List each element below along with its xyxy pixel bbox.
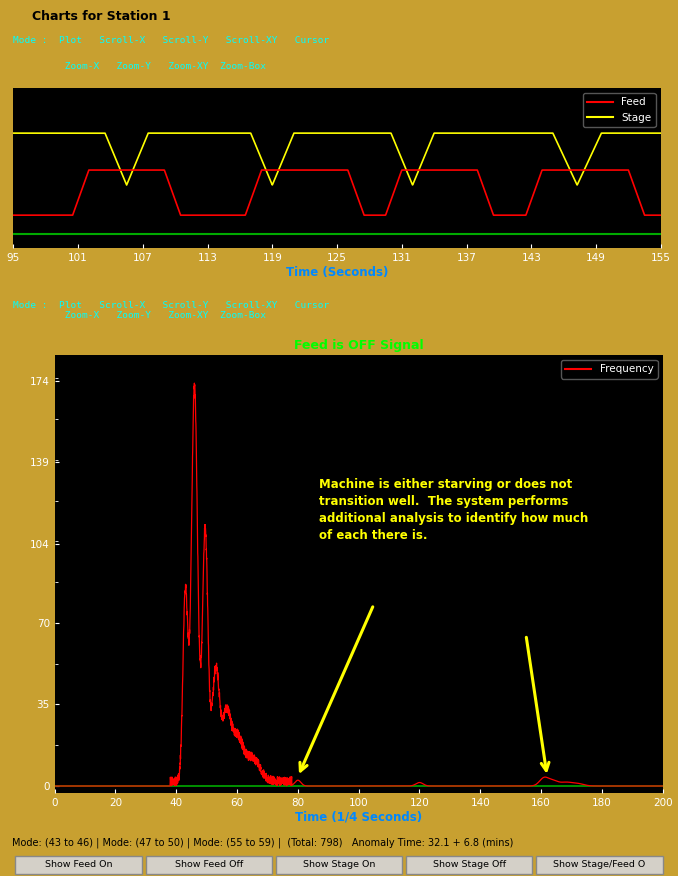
Text: Mode: (43 to 46) | Mode: (47 to 50) | Mode: (55 to 59) |  (Total: 798)   Anomaly: Mode: (43 to 46) | Mode: (47 to 50) | Mo…	[12, 837, 513, 848]
FancyBboxPatch shape	[536, 856, 662, 874]
FancyBboxPatch shape	[146, 856, 273, 874]
Text: Zoom-X   Zoom-Y   Zoom-XY  Zoom-Box: Zoom-X Zoom-Y Zoom-XY Zoom-Box	[14, 311, 266, 320]
Text: Show Feed On: Show Feed On	[45, 860, 113, 869]
X-axis label: Time (1/4 Seconds): Time (1/4 Seconds)	[295, 810, 422, 823]
FancyBboxPatch shape	[405, 856, 532, 874]
Text: Mode :  Plot   Scroll-X   Scroll-Y   Scroll-XY   Cursor: Mode : Plot Scroll-X Scroll-Y Scroll-XY …	[14, 36, 330, 45]
Text: Machine is either starving or does not
transition well.  The system performs
add: Machine is either starving or does not t…	[319, 478, 589, 542]
Text: Show Stage/Feed O: Show Stage/Feed O	[553, 860, 645, 869]
FancyBboxPatch shape	[16, 856, 142, 874]
Legend: Frequency: Frequency	[561, 360, 658, 378]
FancyBboxPatch shape	[276, 856, 402, 874]
Title: Feed is OFF Signal: Feed is OFF Signal	[294, 339, 424, 352]
Text: Zoom-X   Zoom-Y   Zoom-XY  Zoom-Box: Zoom-X Zoom-Y Zoom-XY Zoom-Box	[14, 62, 266, 71]
X-axis label: Time (Seconds): Time (Seconds)	[286, 265, 388, 279]
Text: Show Stage On: Show Stage On	[303, 860, 375, 869]
Text: Show Stage Off: Show Stage Off	[433, 860, 506, 869]
Text: Show Feed Off: Show Feed Off	[175, 860, 243, 869]
Legend: Feed, Stage: Feed, Stage	[582, 93, 656, 127]
Text: Charts for Station 1: Charts for Station 1	[32, 10, 171, 23]
Text: Mode :  Plot   Scroll-X   Scroll-Y   Scroll-XY   Cursor: Mode : Plot Scroll-X Scroll-Y Scroll-XY …	[14, 301, 330, 310]
